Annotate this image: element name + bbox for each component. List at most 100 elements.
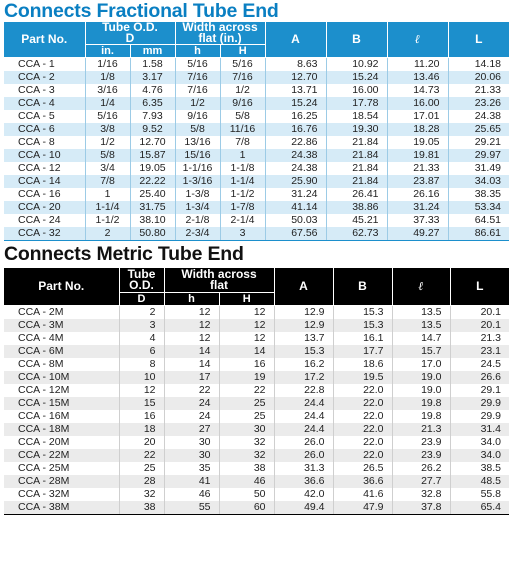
table-cell: 31.49 [448,162,509,175]
table-cell: 25.90 [265,175,327,188]
table-cell: 17.7 [333,345,393,358]
table-cell: 1/8 [85,71,131,84]
table-cell: CCA - 12M [4,384,120,397]
table-cell: CCA - 16M [4,410,120,423]
header-H: H [220,44,265,58]
table-cell: 38.86 [326,201,388,214]
table-cell: 14 [164,358,220,371]
table-cell: 1-1/16 [175,162,221,175]
table-cell: 3/16 [85,84,131,97]
table-cell: 23.1 [450,345,509,358]
table-cell: 10 [119,371,165,384]
table-cell: 25 [219,410,275,423]
table-cell: 22.86 [265,136,327,149]
table-cell: 9.52 [130,123,176,136]
table-cell: 46 [219,475,275,488]
table-cell: 9/16 [175,110,221,123]
table-cell: 29.9 [450,410,509,423]
table-cell: 29.9 [450,397,509,410]
table-cell: 32 [119,488,165,501]
table-cell: 16.00 [326,84,388,97]
header-l-big: L [450,268,509,306]
table-cell: CCA - 10M [4,371,120,384]
table-cell: 21.84 [326,175,388,188]
table-cell: 19.5 [333,371,393,384]
table-cell: 48.5 [450,475,509,488]
table-cell: 41.14 [265,201,327,214]
table-row: CCA - 16 1 25.40 1-3/8 1-1/2 31.24 26.41 26.16 3… [4,188,509,201]
table-cell: 2-3/4 [175,227,221,241]
table-cell: CCA - 5 [4,110,86,123]
table-cell: 26.0 [274,449,334,462]
table-cell: 12.70 [265,71,327,84]
table-cell: 23.26 [448,97,509,110]
table-cell: 4 [119,332,165,345]
table-cell: 41.6 [333,488,393,501]
header-h: h [164,292,220,306]
table-cell: 26.41 [326,188,388,201]
table-cell: 13.46 [387,71,449,84]
table-cell: CCA - 2M [4,305,120,319]
table-cell: 1 [85,188,131,201]
table-cell: 27.7 [392,475,451,488]
table-cell: 31.4 [450,423,509,436]
table-cell: 30 [164,449,220,462]
table-cell: 2 [119,305,165,319]
table-cell: 22.0 [333,397,393,410]
table-cell: 45.21 [326,214,388,227]
table-row: CCA - 16M 16 24 25 24.4 22.0 19.8 29.9 [4,410,509,423]
table-cell: 21.33 [387,162,449,175]
table-row: CCA - 8 1/2 12.70 13/16 7/8 22.86 21.84 19.05 29… [4,136,509,149]
table-cell: 19 [219,371,275,384]
table-cell: 14 [164,345,220,358]
table-cell: 18.54 [326,110,388,123]
table-cell: 24.38 [448,110,509,123]
table-cell: 37.33 [387,214,449,227]
table-cell: CCA - 18M [4,423,120,436]
table-cell: 25 [219,397,275,410]
table-cell: 3/8 [85,123,131,136]
table-row: CCA - 6 3/8 9.52 5/8 11/16 16.76 19.30 18.28 25.… [4,123,509,136]
header-width-across-flat: Width across flat (in.) [175,22,266,45]
table-cell: 4.76 [130,84,176,97]
table-cell: 19.0 [392,384,451,397]
table-cell: 24.4 [274,410,334,423]
table-cell: 15.7 [392,345,451,358]
table-cell: 7.93 [130,110,176,123]
table-cell: 11/16 [220,123,266,136]
table-row: CCA - 8M 8 14 16 16.2 18.6 17.0 24.5 [4,358,509,371]
table-cell: 15/16 [175,149,221,162]
table-cell: 21.3 [392,423,451,436]
table-cell: 18.28 [387,123,449,136]
table-cell: 30 [219,423,275,436]
table-cell: 19.81 [387,149,449,162]
table-cell: 34.03 [448,175,509,188]
table-cell: 16.00 [387,97,449,110]
table-cell: 14 [219,345,275,358]
table-cell: CCA - 22M [4,449,120,462]
fractional-table: Part No. Tube O.D. D Width across flat (in… [4,22,509,241]
table-cell: 5/16 [85,110,131,123]
table-row: CCA - 1 1/16 1.58 5/16 5/16 8.63 10.92 11.20 14.… [4,57,509,71]
table-cell: 49.4 [274,501,334,515]
table-cell: 31.24 [265,188,327,201]
header-tube-od: Tube O.D. D [85,22,176,45]
table-cell: 3/4 [85,162,131,175]
table-cell: 22.0 [333,449,393,462]
table-cell: 12 [164,305,220,319]
table-cell: CCA - 10 [4,149,86,162]
table-cell: 22 [219,384,275,397]
table-cell: 18 [119,423,165,436]
table-cell: 16.76 [265,123,327,136]
table-cell: 20.1 [450,305,509,319]
table-row: CCA - 10M 10 17 19 17.2 19.5 19.0 26.6 [4,371,509,384]
header-part-no: Part No. [4,268,120,306]
table-cell: CCA - 20M [4,436,120,449]
table-cell: CCA - 32M [4,488,120,501]
table-cell: 26.16 [387,188,449,201]
table-cell: CCA - 3M [4,319,120,332]
table-row: CCA - 38M 38 55 60 49.4 47.9 37.8 65.4 [4,501,509,515]
table-cell: 24 [164,410,220,423]
table-cell: 3.17 [130,71,176,84]
table-cell: CCA - 12 [4,162,86,175]
